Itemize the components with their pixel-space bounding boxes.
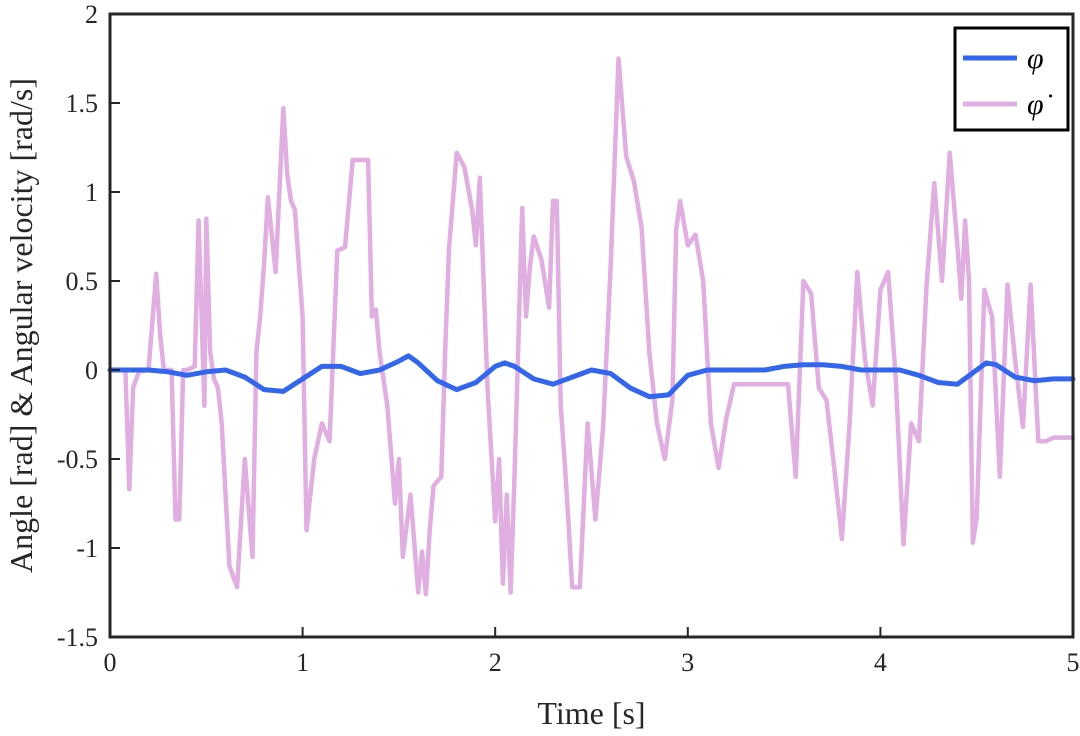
y-tick-label-4: 0.5 xyxy=(66,267,99,296)
plot-frame xyxy=(108,12,1075,639)
y-axis-label: Angle [rad] & Angular velocity [rad/s] xyxy=(3,78,39,573)
x-tick-label-3: 3 xyxy=(681,648,694,677)
x-tick-label-0: 0 xyxy=(104,648,117,677)
series-layer xyxy=(107,56,1076,597)
y-tick-label-5: 1 xyxy=(85,178,98,207)
legend: φ φ̇ xyxy=(953,26,1070,132)
y-tick-label-7: 2 xyxy=(85,0,98,29)
legend-label-phi: φ xyxy=(1027,42,1044,75)
y-tick-label-0: -1.5 xyxy=(57,623,98,652)
ticks-layer: 0 1 2 3 4 5 -1.5 -1 -0.5 0 0.5 1 1.5 2 xyxy=(57,0,1080,677)
y-tick-label-1: -1 xyxy=(76,534,98,563)
y-tick-label-3: 0 xyxy=(85,356,98,385)
x-tick-label-2: 2 xyxy=(489,648,502,677)
series-line-phi-dot xyxy=(107,56,1076,597)
y-tick-label-2: -0.5 xyxy=(57,445,98,474)
x-tick-label-4: 4 xyxy=(874,648,887,677)
x-tick-label-1: 1 xyxy=(296,648,309,677)
x-tick-label-5: 5 xyxy=(1067,648,1080,677)
y-tick-label-6: 1.5 xyxy=(66,89,99,118)
legend-box xyxy=(953,26,1070,132)
x-axis-label: Time [s] xyxy=(537,695,645,731)
series-line-phi xyxy=(107,353,1076,400)
